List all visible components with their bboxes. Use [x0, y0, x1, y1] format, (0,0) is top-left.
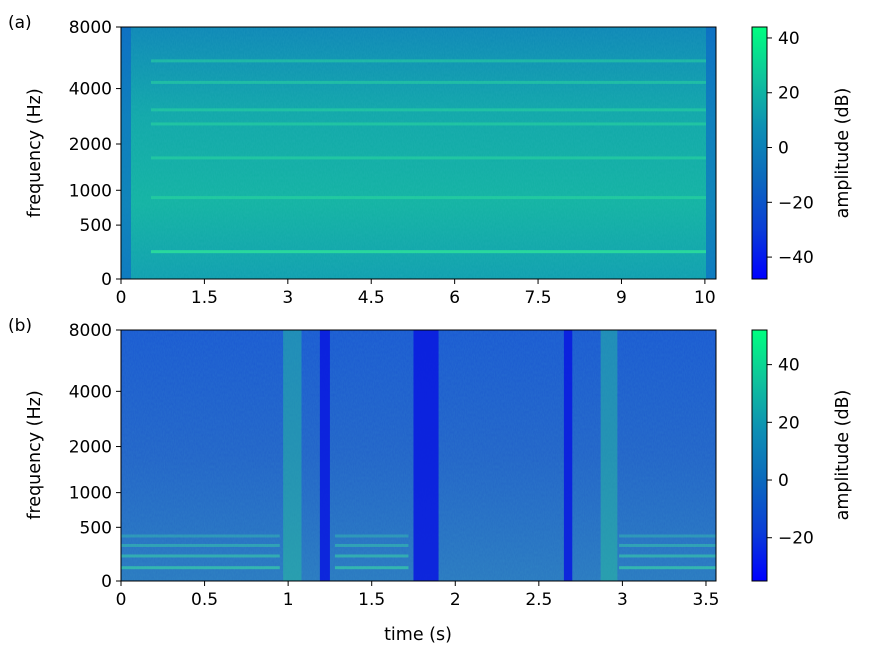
fricative-band [600, 330, 618, 581]
silence-band [319, 330, 330, 581]
voiced-harmonic [334, 566, 409, 570]
colorbar-tick-label: −20 [778, 193, 814, 213]
colorbar-tick-label: 40 [778, 29, 800, 49]
x-tick-label: 1.5 [191, 288, 218, 308]
silence-band [563, 330, 573, 581]
harmonic-band [151, 196, 706, 200]
y-axis-label-a: frequency (Hz) [25, 88, 45, 217]
spectrogram-b [120, 329, 717, 582]
voiced-harmonic [121, 566, 280, 570]
voiced-harmonic [619, 554, 716, 558]
x-tick-label: 3 [617, 590, 628, 610]
voiced-harmonic [334, 534, 409, 538]
harmonic-band [151, 59, 706, 63]
x-tick-label: 1.5 [358, 590, 385, 610]
x-tick-label: 9 [616, 288, 627, 308]
y-axis-label-b: frequency (Hz) [25, 390, 45, 519]
y-tick-label: 2000 [69, 438, 112, 458]
panel-label-a: (a) [8, 13, 32, 33]
harmonic-band [151, 156, 706, 160]
fricative-band [283, 330, 302, 581]
spectrogram-a [120, 26, 717, 280]
axes-a: 0 1.5 3 4.5 6 7.5 9 10 0 500 1000 2000 4000 8000 [69, 18, 716, 308]
y-tick-label: 2000 [69, 135, 112, 155]
colorbar-label-b: amplitude (dB) [833, 390, 853, 521]
x-tick-label: 2.5 [525, 590, 552, 610]
y-tick-label: 500 [80, 216, 112, 236]
x-tick-label: 0 [116, 288, 127, 308]
silence-band [413, 330, 439, 581]
harmonic-band [151, 80, 706, 84]
x-tick-label: 4.5 [358, 288, 385, 308]
colorbar-tick-label: 20 [778, 84, 800, 104]
voiced-harmonic [334, 543, 409, 547]
voiced-harmonic [121, 534, 280, 538]
y-tick-label: 1000 [69, 484, 112, 504]
colorbar-tick-label: 20 [778, 413, 800, 433]
panel-label-b: (b) [8, 316, 32, 336]
voiced-harmonic [121, 543, 280, 547]
x-tick-label: 1 [283, 590, 294, 610]
colorbar-tick-label: −20 [778, 529, 814, 549]
y-tick-label: 4000 [69, 80, 112, 100]
harmonic-band [151, 250, 706, 254]
x-tick-label: 3.5 [692, 590, 719, 610]
x-tick-label: 2 [450, 590, 461, 610]
colorbar-a [751, 26, 768, 280]
y-tick-label: 8000 [69, 321, 112, 341]
colorbar-tick-label: 0 [778, 471, 789, 491]
x-axis-label-b: time (s) [384, 625, 452, 645]
harmonic-band [151, 122, 706, 126]
voiced-harmonic [121, 554, 280, 558]
colorbar-label-a: amplitude (dB) [833, 88, 853, 219]
y-tick-label: 4000 [69, 382, 112, 402]
axes-b: 0 0.5 1 1.5 2 2.5 3 3.5 0 500 1000 2000 4000 8000 [69, 321, 720, 610]
y-tick-label: 500 [80, 518, 112, 538]
voiced-harmonic [619, 566, 716, 570]
x-tick-label: 6 [449, 288, 460, 308]
y-tick-label: 8000 [69, 18, 112, 38]
x-tick-label: 7.5 [525, 288, 552, 308]
x-tick-label: 3 [282, 288, 293, 308]
colorbar-b [751, 329, 768, 582]
colorbar-tick-label: 40 [778, 356, 800, 376]
colorbar-tick-label: −40 [778, 248, 814, 268]
voiced-harmonic [619, 543, 716, 547]
colorbar-tick-label: 0 [778, 139, 789, 159]
y-tick-label: 0 [101, 572, 112, 592]
y-tick-label: 0 [101, 270, 112, 290]
x-tick-label: 0 [116, 590, 127, 610]
voiced-harmonic [334, 554, 409, 558]
x-tick-label: 10 [694, 288, 716, 308]
y-tick-label: 1000 [69, 181, 112, 201]
harmonic-band [151, 108, 706, 112]
x-tick-label: 0.5 [191, 590, 218, 610]
voiced-harmonic [619, 534, 716, 538]
